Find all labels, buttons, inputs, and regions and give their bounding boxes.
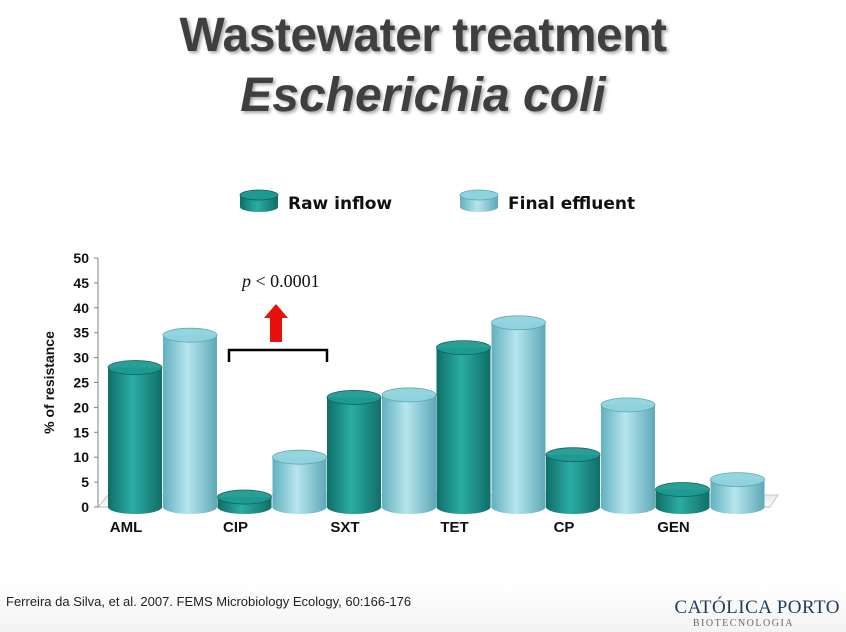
bar-aml-final [162,327,218,514]
y-tick-label: 40 [73,300,89,316]
brand-subtitle: BIOTECNOLOGIA [692,618,794,629]
footer-bar [0,584,846,632]
bar-body [327,397,381,514]
bar-body [601,404,655,514]
y-tick-label: 5 [81,474,89,490]
y-tick-label: 45 [73,275,89,291]
bar-tet-raw [436,340,491,514]
x-tick-label: GEN [657,519,690,536]
p-value-number: < 0.0001 [251,271,320,291]
x-tick-label: CP [554,519,575,536]
x-tick-label: AML [110,519,143,536]
y-tick-label: 10 [73,449,89,465]
bar-body [108,367,162,514]
bar-gen-final [710,472,765,514]
x-tick-label: TET [440,519,468,536]
y-tick-label: 35 [73,325,89,341]
bar-body [710,479,765,514]
bar-cp-raw [545,447,601,514]
slide-subtitle: Escherichia coli [240,69,606,122]
bar-top [600,397,656,413]
bar-top [710,472,765,488]
x-tick-label: CIP [223,519,248,536]
bar-top [162,327,218,343]
bar-top [655,482,710,497]
y-tick-label: 50 [73,250,89,266]
y-axis-label: % of resistance [41,331,57,434]
y-tick-label: 0 [81,499,89,515]
bar-cip-raw [217,489,272,514]
bar-body [382,394,436,514]
bar-aml-raw [107,360,163,514]
bar-cp-final [600,397,656,514]
bar-top [491,315,546,331]
y-tick-label: 20 [73,399,89,415]
bar-body [546,454,600,514]
citation-text: Ferreira da Silva, et al. 2007. FEMS Mic… [6,594,412,609]
bar-top [217,489,272,505]
slide-title: Wastewater treatment [179,9,667,62]
bar-top [436,340,491,356]
legend-item-raw-inflow: Raw inflow [239,189,392,214]
significance-bracket [227,348,329,362]
legend-swatch-top [239,189,279,201]
legend-label: Raw inflow [288,194,392,214]
bar-tet-final [491,315,546,514]
bar-top [107,360,163,375]
bar-cip-final [272,449,327,514]
bar-body [436,347,491,514]
p-value-symbol: p [240,271,251,291]
legend-swatch-top [459,189,499,201]
bar-sxt-raw [326,390,382,514]
x-tick-label: SXT [330,519,359,536]
p-value-label: p < 0.0001 [240,271,320,291]
bar-gen-raw [655,482,710,514]
legend-label: Final effluent [508,194,635,214]
up-arrow-icon [264,304,288,342]
legend-item-final-effluent: Final effluent [459,189,635,214]
bar-body [491,322,546,514]
y-tick-label: 15 [73,424,89,440]
brand-logo: CATÓLICA PORTO [674,597,840,618]
bar-top [272,449,327,465]
y-tick-label: 30 [73,350,89,366]
bar-body [163,335,217,514]
bar-top [326,390,382,405]
bar-body [272,457,327,514]
bar-chart: Raw inflow Final effluent 0 5 10 15 20 25 30 35 4… [41,189,779,536]
bar-top [381,387,437,403]
y-tick-label: 25 [73,375,89,391]
bar-top [545,447,601,463]
bar-sxt-final [381,387,437,514]
